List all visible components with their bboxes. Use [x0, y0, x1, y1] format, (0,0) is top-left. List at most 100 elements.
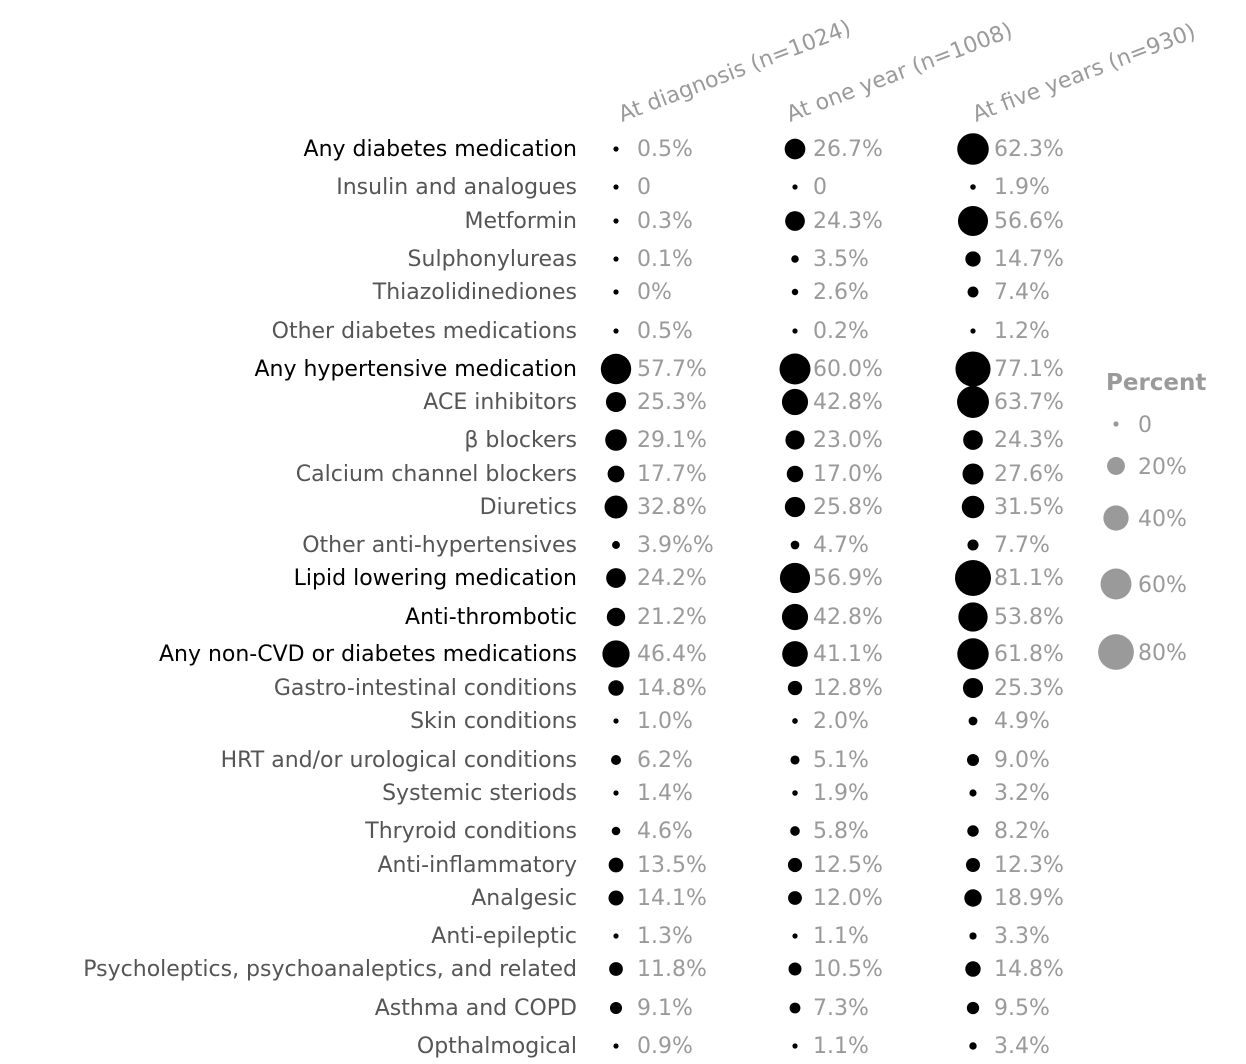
data-label: 1.0% — [637, 709, 693, 734]
data-label: 0.2% — [813, 319, 869, 344]
data-label: 42.8% — [813, 605, 883, 630]
data-label: 2.6% — [813, 280, 869, 305]
data-label: 7.7% — [994, 533, 1050, 558]
row-label: Other anti-hypertensives — [302, 533, 577, 558]
chart-row: Systemic steriods 1.4% 1.9% 3.2% — [382, 781, 1050, 806]
legend-label: 20% — [1138, 455, 1187, 480]
data-dot — [957, 133, 989, 165]
row-label: Sulphonylureas — [408, 247, 577, 272]
data-label: 3.4% — [994, 1034, 1050, 1059]
data-dot — [613, 1043, 619, 1049]
data-label: 17.0% — [813, 462, 883, 487]
data-dot — [608, 890, 624, 906]
row-label: Skin conditions — [410, 709, 577, 734]
chart-row: Opthalmogical 0.9% 1.1% 3.4% — [417, 1034, 1050, 1059]
data-label: 14.7% — [994, 247, 1064, 272]
data-label: 0.5% — [637, 137, 693, 162]
data-label: 0 — [637, 175, 651, 200]
data-dot — [969, 789, 977, 797]
chart-row: Psycholeptics, psychoanaleptics, and rel… — [83, 957, 1064, 982]
data-label: 9.0% — [994, 748, 1050, 773]
chart-row: Any non-CVD or diabetes medications 46.4%… — [159, 638, 1064, 670]
data-label: 13.5% — [637, 853, 707, 878]
chart-row: Metformin 0.3% 24.3% 56.6% — [465, 205, 1064, 237]
data-dot — [611, 755, 621, 765]
data-label: 1.9% — [994, 175, 1050, 200]
data-label: 7.4% — [994, 280, 1050, 305]
legend-dot — [1103, 505, 1129, 531]
data-label: 1.2% — [994, 319, 1050, 344]
data-dot — [782, 641, 808, 667]
data-label: 1.1% — [813, 1034, 869, 1059]
chart-row: HRT and/or urological conditions 6.2% 5.1%… — [221, 748, 1050, 773]
data-dot — [606, 607, 626, 627]
chart-row: Asthma and COPD 9.1% 7.3% 9.5% — [375, 996, 1050, 1021]
data-dot — [955, 351, 991, 387]
data-dot — [779, 562, 811, 594]
data-dot — [786, 465, 804, 483]
data-dot — [969, 1042, 977, 1050]
data-dot — [957, 205, 989, 237]
column-headers: At diagnosis (n=1024)At one year (n=1008… — [615, 16, 1199, 128]
data-dot — [962, 677, 984, 699]
data-label: 4.6% — [637, 819, 693, 844]
data-dot — [957, 386, 989, 418]
row-label: Metformin — [465, 209, 578, 234]
data-dot — [961, 495, 985, 519]
data-label: 5.8% — [813, 819, 869, 844]
data-dot — [608, 857, 624, 873]
chart-row: Thryroid conditions 4.6% 5.8% 8.2% — [364, 819, 1050, 844]
data-label: 6.2% — [637, 748, 693, 773]
data-label: 14.8% — [994, 957, 1064, 982]
row-label: HRT and/or urological conditions — [221, 748, 577, 773]
legend-dot — [1113, 421, 1119, 427]
data-dot — [785, 430, 805, 450]
row-label: Any non-CVD or diabetes medications — [159, 642, 577, 667]
data-label: 32.8% — [637, 495, 707, 520]
data-dot — [790, 540, 800, 550]
data-dot — [613, 790, 619, 796]
chart-row: Anti-thrombotic 21.2% 42.8% 53.8% — [405, 602, 1064, 632]
chart-row: Gastro-intestinal conditions 14.8% 12.8% 25… — [274, 676, 1064, 701]
data-dot — [613, 184, 619, 190]
row-label: Thiazolidinediones — [372, 280, 577, 305]
chart-row: Any diabetes medication 0.5% 26.7% 62.3% — [304, 133, 1064, 165]
data-label: 56.6% — [994, 209, 1064, 234]
data-label: 63.7% — [994, 390, 1064, 415]
row-label: Asthma and COPD — [375, 996, 577, 1021]
data-dot — [611, 826, 621, 836]
data-dot — [606, 568, 626, 588]
data-label: 0 — [813, 175, 827, 200]
data-label: 9.5% — [994, 996, 1050, 1021]
chart-row: Diuretics 32.8% 25.8% 31.5% — [480, 495, 1064, 520]
chart-row: ACE inhibitors 25.3% 42.8% 63.7% — [423, 386, 1064, 418]
data-label: 3.3% — [994, 924, 1050, 949]
data-dot — [792, 184, 798, 190]
chart-row: Other anti-hypertensives 3.9%% 4.7% 7.7% — [302, 533, 1050, 558]
data-label: 53.8% — [994, 605, 1064, 630]
data-label: 46.4% — [637, 642, 707, 667]
data-dot — [788, 962, 802, 976]
data-label: 7.3% — [813, 996, 869, 1021]
chart-row: Calcium channel blockers 17.7% 17.0% 27.6% — [296, 462, 1064, 487]
data-dot — [967, 286, 979, 298]
data-label: 12.3% — [994, 853, 1064, 878]
data-dot — [613, 256, 619, 262]
row-label: Other diabetes medications — [272, 319, 577, 344]
data-dot — [957, 638, 989, 670]
data-label: 56.9% — [813, 566, 883, 591]
data-dot — [967, 825, 979, 837]
chart-row: Insulin and analogues 0 0 1.9% — [336, 175, 1050, 200]
chart-row: Skin conditions 1.0% 2.0% 4.9% — [410, 709, 1050, 734]
data-label: 25.3% — [637, 390, 707, 415]
data-label: 3.9%% — [637, 533, 714, 558]
data-label: 31.5% — [994, 495, 1064, 520]
data-dot — [609, 962, 623, 976]
data-label: 2.0% — [813, 709, 869, 734]
row-label: β blockers — [464, 428, 577, 453]
data-label: 11.8% — [637, 957, 707, 982]
legend-label: 40% — [1138, 507, 1187, 532]
data-dot — [792, 933, 798, 939]
data-dot — [970, 184, 976, 190]
data-dot — [970, 328, 976, 334]
